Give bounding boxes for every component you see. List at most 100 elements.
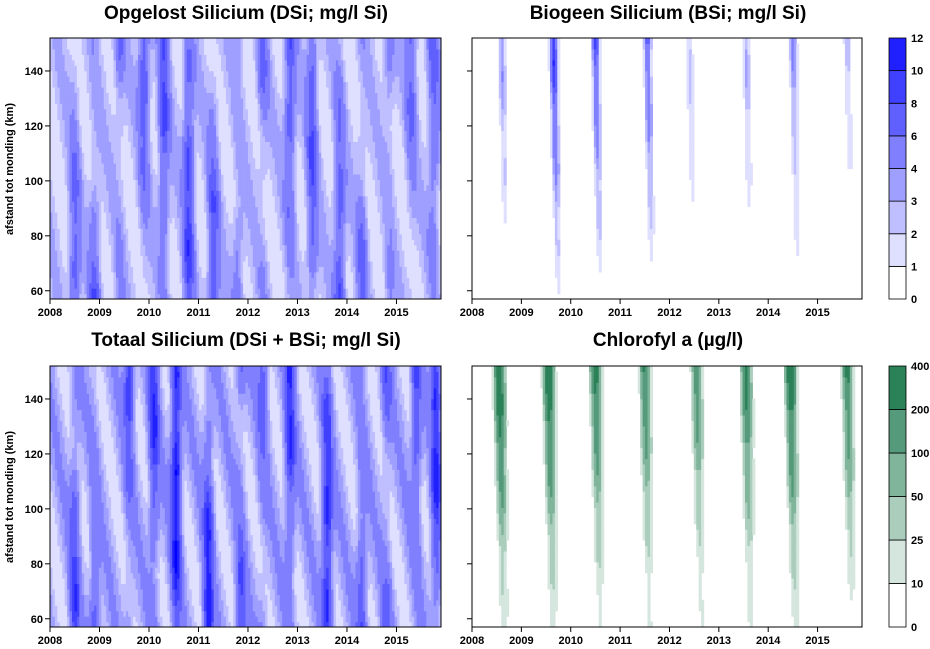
dsi-cell-4345 [269,157,273,164]
dsi-cell-1170 [108,195,112,202]
dsi-cell-1497 [125,244,129,251]
dsi-cell-797 [89,135,93,142]
dsi-cell-3864 [245,163,249,170]
dsi-cell-4819 [294,190,298,197]
dsi-cell-4833 [294,114,298,121]
dsi-cell-1305 [115,244,120,251]
dsi-cell-1387 [118,59,122,66]
dsi-cell-1642 [133,239,137,246]
dsi-cell-2088 [155,163,159,170]
dsi-cell-3443 [223,103,227,110]
dsi-cell-3563 [230,233,234,240]
dsi-cell-1065 [103,244,107,251]
dsi-cell-2038 [152,173,156,180]
dsi-cell-822 [91,260,95,267]
dsi-cell-3066 [203,65,207,72]
dsi-cell-1062 [103,260,107,267]
dsi-cell-3608 [233,250,237,257]
dsi-cell-3897 [247,244,251,251]
dsi-cell-1905 [145,114,149,121]
dsi-cell-2799 [191,212,195,219]
dsi-cell-2938 [199,239,203,246]
dsi-cell-1984 [150,206,154,213]
dsi-cell-3828 [243,97,247,104]
dsi-cell-2827 [191,59,195,66]
dsi-cell-3505 [228,288,232,295]
dsi-cell-1247 [111,38,115,45]
dsi-cell-2688 [186,293,190,299]
dsi-cell-4342 [269,173,273,180]
dsi-cell-4482 [277,195,281,202]
dsi-cell-3762 [240,195,244,202]
dsi-cell-3494 [225,86,229,93]
dsi-cell-2009 [150,70,154,77]
dsi-cell-3668 [235,184,239,191]
dsi-cell-1068 [103,228,107,235]
dsi-cell-3088 [206,206,210,213]
dsi-cell-2290 [164,108,168,115]
dsi-cell-445 [71,222,76,229]
dsi-cell-2123 [157,233,161,240]
dsi-cell-2837 [194,266,198,273]
dsi-cell-4697 [287,70,291,77]
dsi-cell-403 [69,190,73,197]
dsi-cell-97 [54,288,58,295]
dsi-cell-784 [89,206,93,213]
dsi-cell-3030 [203,260,207,267]
dsi-cell-3798 [243,260,247,267]
dsi-cell-1259 [113,233,117,240]
dsi-cell-1626 [130,65,134,72]
dsi-cell-2770 [189,108,193,115]
dsi-cell-3314 [218,282,222,289]
dsi-cell-3526 [228,173,232,180]
dsi-cell-4840 [294,76,298,83]
dsi-cell-4818 [294,195,298,202]
dsi-cell-4753 [291,288,295,295]
dsi-cell-75 [52,146,56,153]
dsi-cell-1113 [106,244,110,251]
dsi-cell-3355 [218,59,222,66]
dsi-cell-3040 [203,206,207,213]
dsi-cell-296 [64,250,68,257]
dsi-cell-3514 [228,239,232,246]
dsi-cell-4516 [279,271,283,278]
dsi-cell-236 [59,54,63,61]
dsi-cell-1795 [140,190,144,197]
dsi-cell-147 [57,277,61,284]
dsi-cell-3266 [216,282,220,289]
dsi-cell-3074 [206,282,210,289]
dsi-cell-4580 [282,184,286,191]
dsi-cell-2203 [159,59,164,66]
dsi-cell-4615 [284,255,288,262]
dsi-cell-2132 [157,184,161,191]
dsi-cell-1401 [120,244,124,251]
dsi-cell-641 [81,201,85,208]
dsi-cell-1904 [145,119,149,126]
dsi-cell-1976 [150,250,154,257]
dsi-cell-1004 [98,54,102,61]
dsi-cell-1452 [123,228,127,235]
dsi-cell-3134 [208,217,212,224]
dsi-cell-4808 [294,250,298,257]
dsi-cell-3880 [245,76,249,83]
dsi-cell-2212 [162,271,166,278]
dsi-cell-4440 [274,163,278,170]
dsi-cell-3105 [206,114,210,121]
dsi-cell-2094 [155,130,159,137]
dsi-cell-4551 [279,81,283,88]
dsi-cell-1648 [133,206,137,213]
dsi-cell-4878 [296,130,300,137]
dsi-cell-798 [89,130,93,137]
dsi-cell-3966 [250,130,254,137]
dsi-cell-1736 [137,250,142,257]
dsi-cell-303 [64,212,68,219]
dsi-cell-733 [86,222,90,229]
dsi-cell-333 [64,48,68,55]
dsi-cell-617 [79,70,83,77]
dsi-cell-2729 [186,70,190,77]
dsi-cell-4128 [260,293,264,299]
dsi-cell-567 [76,81,80,88]
dsi-cell-564 [76,97,80,104]
dsi-cell-176 [57,119,61,126]
